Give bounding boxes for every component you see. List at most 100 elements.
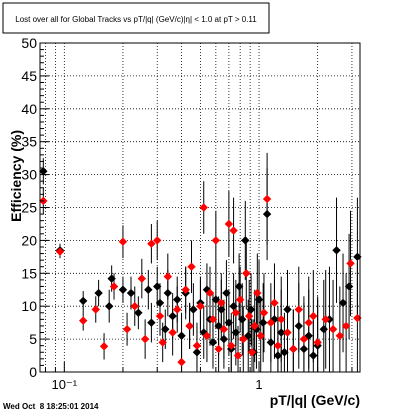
black-diamond-point — [309, 351, 318, 360]
red-diamond-point — [321, 315, 330, 324]
red-diamond-point — [219, 325, 229, 334]
x-tick-label: 1 — [255, 377, 262, 392]
red-diamond-point — [118, 237, 128, 246]
black-diamond-point — [94, 288, 103, 298]
red-diamond-point — [199, 203, 208, 212]
red-diamond-point — [262, 194, 272, 204]
red-diamond-point — [158, 338, 167, 347]
red-diamond-point — [173, 305, 182, 314]
black-diamond-point — [294, 321, 303, 331]
red-diamond-point — [250, 321, 259, 331]
black-diamond-point — [168, 311, 177, 321]
red-diamond-point — [256, 331, 265, 341]
red-diamond-point — [266, 318, 276, 327]
red-diamond-point — [277, 315, 286, 324]
black-diamond-point — [173, 295, 182, 304]
red-diamond-point — [247, 348, 257, 357]
black-diamond-point — [161, 325, 170, 334]
black-diamond-point — [231, 328, 241, 337]
black-diamond-point — [280, 348, 289, 357]
black-diamond-point — [234, 282, 244, 291]
red-diamond-point — [78, 316, 88, 325]
red-diamond-point — [55, 247, 65, 256]
red-diamond-point — [155, 311, 165, 321]
red-diamond-point — [239, 334, 248, 344]
red-diamond-point — [335, 331, 345, 341]
red-diamond-point — [253, 288, 262, 298]
black-diamond-point — [344, 282, 354, 291]
red-diamond-point — [130, 302, 139, 311]
black-diamond-point — [224, 318, 234, 327]
black-diamond-point — [338, 298, 348, 308]
data-markers — [39, 167, 362, 367]
red-diamond-point — [328, 325, 338, 334]
axis-ticks: 0 5 10 15 20 25 30 35 40 45 50 10⁻¹ 1 — [21, 35, 353, 392]
red-diamond-point — [214, 344, 223, 354]
red-diamond-point — [273, 341, 283, 350]
black-diamond-point — [299, 344, 309, 354]
black-diamond-point — [189, 305, 198, 314]
black-diamond-point — [262, 209, 272, 219]
red-diamond-point — [235, 295, 245, 304]
black-diamond-point — [144, 285, 153, 294]
black-diamond-point — [177, 331, 186, 341]
red-diamond-point — [304, 318, 313, 327]
red-diamond-point — [224, 219, 234, 229]
red-diamond-point — [202, 331, 212, 341]
red-diamond-point — [153, 236, 162, 245]
black-diamond-point — [266, 338, 276, 347]
y-tick-label: 40 — [21, 101, 37, 117]
red-diamond-point — [242, 269, 251, 278]
red-diamond-point — [163, 272, 173, 281]
red-diamond-point — [109, 282, 119, 291]
black-diamond-point — [332, 246, 341, 255]
red-diamond-point — [196, 302, 205, 311]
red-diamond-point — [346, 259, 355, 268]
red-diamond-point — [244, 311, 254, 321]
y-tick-label: 30 — [21, 167, 37, 183]
black-diamond-point — [147, 318, 156, 327]
red-diamond-point — [208, 315, 218, 324]
x-tick-label: 10⁻¹ — [51, 377, 77, 392]
red-diamond-point — [181, 285, 190, 294]
red-diamond-point — [227, 341, 236, 350]
red-diamond-point — [289, 344, 298, 354]
red-diamond-point — [122, 325, 132, 334]
black-diamond-point — [39, 167, 48, 176]
y-tick-label: 20 — [21, 232, 37, 248]
black-diamond-point — [254, 295, 264, 304]
black-diamond-point — [134, 308, 143, 317]
y-tick-label: 10 — [21, 298, 37, 314]
black-diamond-point — [192, 348, 202, 357]
red-diamond-point — [341, 321, 351, 331]
black-diamond-point — [353, 252, 362, 262]
title-box — [2, 2, 270, 34]
black-diamond-point — [319, 325, 328, 334]
black-diamond-point — [222, 288, 231, 298]
red-diamond-point — [233, 351, 243, 360]
x-axis-label: pT/|q| (GeV/c) — [270, 392, 360, 408]
y-tick-label: 35 — [21, 134, 37, 150]
red-diamond-point — [147, 239, 156, 248]
black-diamond-point — [241, 236, 250, 245]
red-diamond-point — [217, 298, 226, 308]
red-diamond-point — [192, 341, 202, 350]
red-diamond-point — [99, 342, 109, 351]
red-diamond-point — [140, 334, 150, 344]
red-diamond-point — [270, 298, 279, 308]
black-diamond-point — [118, 285, 128, 294]
black-diamond-point — [219, 334, 229, 344]
red-diamond-point — [231, 308, 241, 317]
red-diamond-point — [259, 308, 269, 317]
y-tick-label: 50 — [21, 35, 37, 51]
y-tick-label: 45 — [21, 68, 37, 84]
red-diamond-point — [185, 321, 194, 331]
red-diamond-point — [137, 274, 147, 283]
y-tick-label: 15 — [21, 265, 37, 281]
footer-timestamp: Wed Oct 8 18:25:01 2014 — [3, 402, 99, 411]
y-tick-label: 5 — [29, 331, 37, 347]
black-diamond-point — [273, 351, 283, 360]
red-diamond-point — [313, 338, 322, 347]
black-diamond-point — [126, 288, 136, 298]
black-diamond-point — [211, 295, 221, 304]
